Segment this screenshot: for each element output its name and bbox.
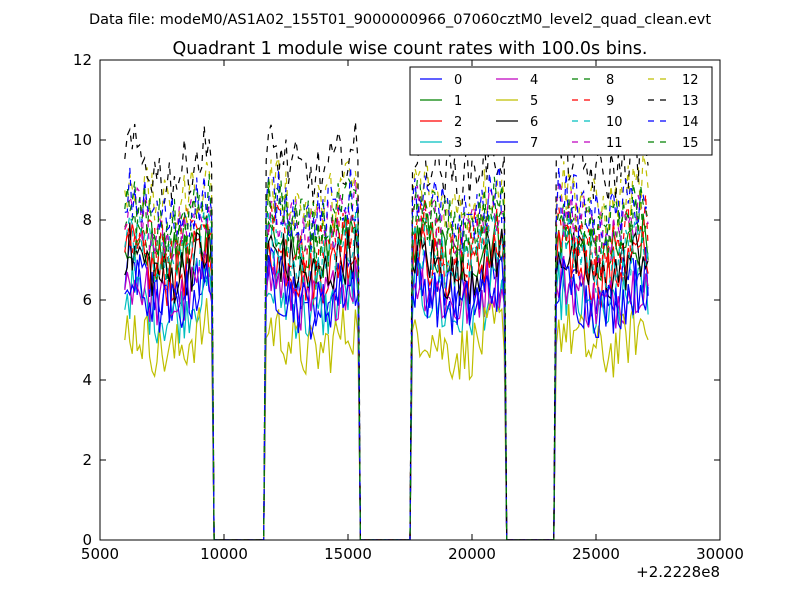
x-tick-label: 10000 — [200, 545, 248, 563]
x-tick-label: 15000 — [324, 545, 372, 563]
x-tick-label: 25000 — [572, 545, 620, 563]
legend-label-12: 12 — [682, 73, 699, 88]
legend-label-10: 10 — [606, 115, 623, 130]
x-axis: 5000 10000 15000 20000 25000 30000 — [81, 60, 744, 563]
y-tick-label: 0 — [82, 531, 92, 549]
figure-suptitle: Data file: modeM0/AS1A02_155T01_90000009… — [89, 12, 711, 28]
x-tick-label: 20000 — [448, 545, 496, 563]
legend-label-7: 7 — [530, 136, 538, 151]
legend-frame — [409, 66, 713, 156]
legend-label-11: 11 — [606, 136, 623, 151]
x-tick-label: 5000 — [81, 545, 119, 563]
legend-label-1: 1 — [454, 94, 462, 109]
legend-label-4: 4 — [530, 73, 538, 88]
x-axis-offset-label: +2.2228e8 — [636, 563, 720, 581]
legend-label-9: 9 — [606, 94, 614, 109]
legend-label-2: 2 — [454, 115, 462, 130]
legend-label-14: 14 — [682, 115, 699, 130]
legend-label-13: 13 — [682, 94, 699, 109]
series-line-9 — [124, 194, 649, 540]
legend-label-8: 8 — [606, 73, 614, 88]
y-tick-label: 12 — [73, 51, 92, 69]
legend-label-15: 15 — [682, 136, 699, 151]
series-line-8 — [124, 185, 649, 540]
chart-title: Quadrant 1 module wise count rates with … — [173, 39, 648, 59]
legend-label-5: 5 — [530, 94, 538, 109]
legend-label-3: 3 — [454, 136, 462, 151]
y-tick-label: 8 — [82, 211, 92, 229]
y-tick-label: 6 — [82, 291, 92, 309]
series-line-14 — [124, 165, 649, 540]
x-tick-label: 30000 — [696, 545, 744, 563]
y-tick-label: 2 — [82, 451, 92, 469]
y-tick-label: 4 — [82, 371, 92, 389]
y-tick-label: 10 — [73, 131, 92, 149]
legend-label-6: 6 — [530, 115, 538, 130]
legend-label-0: 0 — [454, 73, 462, 88]
